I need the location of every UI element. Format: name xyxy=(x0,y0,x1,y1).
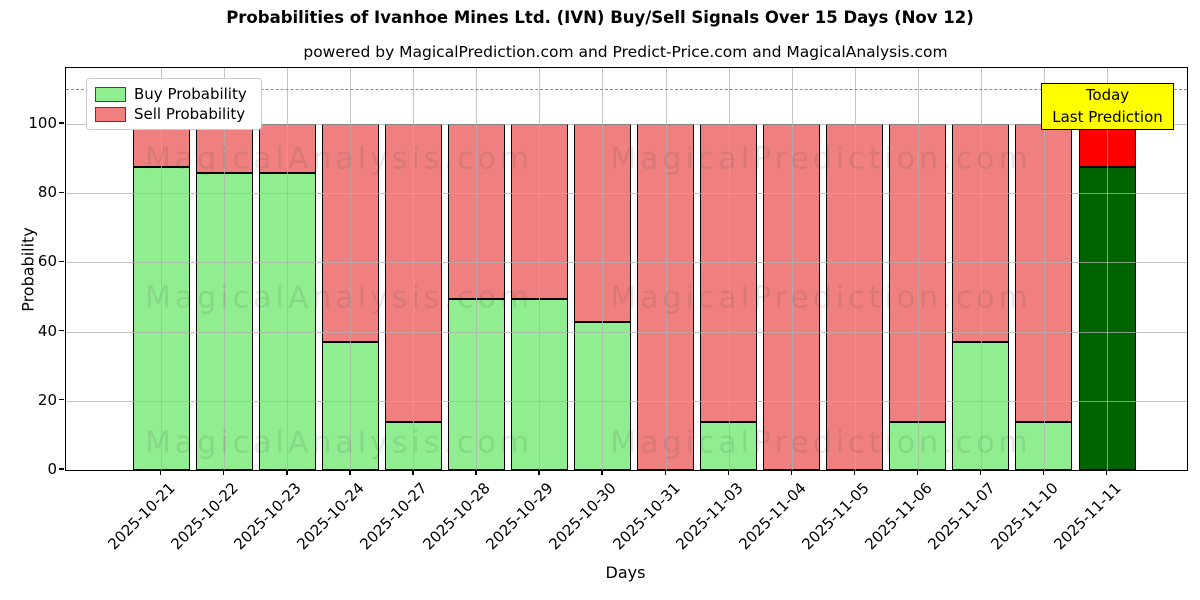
x-tick-label-2025-11-06: 2025-11-06 xyxy=(861,479,936,554)
gridline-v-2025-10-28 xyxy=(476,68,478,470)
x-tick-label-2025-10-23: 2025-10-23 xyxy=(230,479,305,554)
y-tick-40 xyxy=(59,329,64,332)
x-tick-2025-10-29 xyxy=(538,470,540,476)
today-annotation-box: Today Last Prediction xyxy=(1041,83,1174,130)
gridline-v-2025-10-27 xyxy=(413,68,415,470)
x-tick-label-2025-10-31: 2025-10-31 xyxy=(608,479,684,554)
watermark-text-3: MagicalPrediction.com xyxy=(610,280,1032,316)
plot-area: Buy Probability Sell Probability Today L… xyxy=(65,67,1188,471)
y-tick-label-100: 100 xyxy=(28,114,57,132)
x-tick-label-2025-10-22: 2025-10-22 xyxy=(167,479,242,554)
watermark-text-1: MagicalPrediction.com xyxy=(610,141,1032,177)
x-tick-2025-10-30 xyxy=(601,470,603,476)
gridline-v-2025-11-04 xyxy=(791,68,793,470)
gridline-v-2025-11-03 xyxy=(728,68,730,470)
x-tick-label-2025-11-04: 2025-11-04 xyxy=(735,479,810,554)
gridline-v-2025-11-11 xyxy=(1107,68,1108,470)
legend-item-sell: Sell Probability xyxy=(95,104,253,124)
x-tick-label-2025-11-07: 2025-11-07 xyxy=(924,479,999,554)
x-tick-2025-10-24 xyxy=(349,470,351,476)
gridline-v-2025-10-30 xyxy=(602,68,604,470)
legend-label-buy: Buy Probability xyxy=(134,85,247,103)
gridline-v-2025-10-21 xyxy=(161,68,162,470)
x-axis-label: Days xyxy=(605,563,646,582)
gridline-v-2025-10-23 xyxy=(287,68,289,470)
x-tick-2025-11-06 xyxy=(916,470,919,476)
gridline-h-40 xyxy=(66,331,1187,333)
gridline-v-2025-10-22 xyxy=(224,68,226,470)
y-tick-label-60: 60 xyxy=(37,252,57,271)
x-tick-2025-10-21 xyxy=(160,470,162,476)
y-tick-label-40: 40 xyxy=(37,321,57,340)
y-tick-label-20: 20 xyxy=(37,390,57,409)
gridline-h-60 xyxy=(66,262,1187,264)
gridline-v-2025-11-05 xyxy=(854,68,856,470)
y-tick-0 xyxy=(59,468,64,470)
today-annotation-line1: Today xyxy=(1085,85,1130,104)
gridline-h-100 xyxy=(66,124,1187,125)
watermark-text-4: MagicalAnalysis.com xyxy=(144,425,534,461)
gridline-v-2025-11-07 xyxy=(980,68,982,470)
x-tick-2025-10-23 xyxy=(286,470,288,476)
x-tick-2025-10-31 xyxy=(664,470,666,476)
x-tick-label-2025-11-10: 2025-11-10 xyxy=(987,479,1062,554)
y-tick-80 xyxy=(59,191,64,193)
y-tick-100 xyxy=(59,122,64,124)
today-annotation-line2: Last Prediction xyxy=(1052,107,1163,126)
x-tick-label-2025-11-05: 2025-11-05 xyxy=(798,479,873,554)
y-tick-label-0: 0 xyxy=(47,460,57,478)
legend: Buy Probability Sell Probability xyxy=(86,78,262,130)
y-tick-60 xyxy=(59,260,64,263)
x-tick-label-2025-10-24: 2025-10-24 xyxy=(293,479,368,554)
gridline-h-20 xyxy=(66,400,1187,402)
gridline-h-80 xyxy=(66,193,1187,195)
y-tick-20 xyxy=(59,399,64,401)
x-tick-2025-10-22 xyxy=(223,470,225,476)
gridline-v-2025-11-06 xyxy=(917,68,919,470)
x-tick-2025-10-28 xyxy=(475,470,477,476)
x-tick-label-2025-10-21: 2025-10-21 xyxy=(104,479,179,554)
x-tick-2025-11-11 xyxy=(1106,470,1108,476)
gridline-v-2025-11-10 xyxy=(1043,68,1045,470)
x-tick-2025-11-04 xyxy=(790,470,793,476)
x-tick-label-2025-10-30: 2025-10-30 xyxy=(545,479,621,554)
x-tick-2025-10-27 xyxy=(412,470,414,476)
watermark-text-5: MagicalPrediction.com xyxy=(610,425,1032,461)
y-tick-label-80: 80 xyxy=(37,183,57,202)
gridline-v-2025-10-24 xyxy=(350,68,352,470)
dashed-threshold-line xyxy=(66,89,1187,91)
x-tick-label-2025-11-11: 2025-11-11 xyxy=(1050,479,1125,554)
x-tick-label-2025-10-28: 2025-10-28 xyxy=(419,479,495,554)
chart-subtitle: powered by MagicalPrediction.com and Pre… xyxy=(303,43,948,61)
legend-label-sell: Sell Probability xyxy=(134,105,246,123)
x-tick-2025-11-03 xyxy=(727,470,729,476)
gridline-v-2025-10-29 xyxy=(539,68,541,470)
chart-title: Probabilities of Ivanhoe Mines Ltd. (IVN… xyxy=(226,8,974,27)
x-tick-label-2025-10-27: 2025-10-27 xyxy=(356,479,431,554)
watermark-text-2: MagicalAnalysis.com xyxy=(144,280,534,316)
buy-swatch xyxy=(95,86,126,102)
gridline-v-2025-10-31 xyxy=(665,68,667,470)
x-tick-2025-11-05 xyxy=(853,470,856,476)
legend-item-buy: Buy Probability xyxy=(95,84,253,104)
sell-swatch xyxy=(95,106,126,122)
x-tick-2025-11-07 xyxy=(979,470,982,476)
x-tick-2025-11-10 xyxy=(1042,470,1045,476)
watermark-text-0: MagicalAnalysis.com xyxy=(144,141,534,177)
